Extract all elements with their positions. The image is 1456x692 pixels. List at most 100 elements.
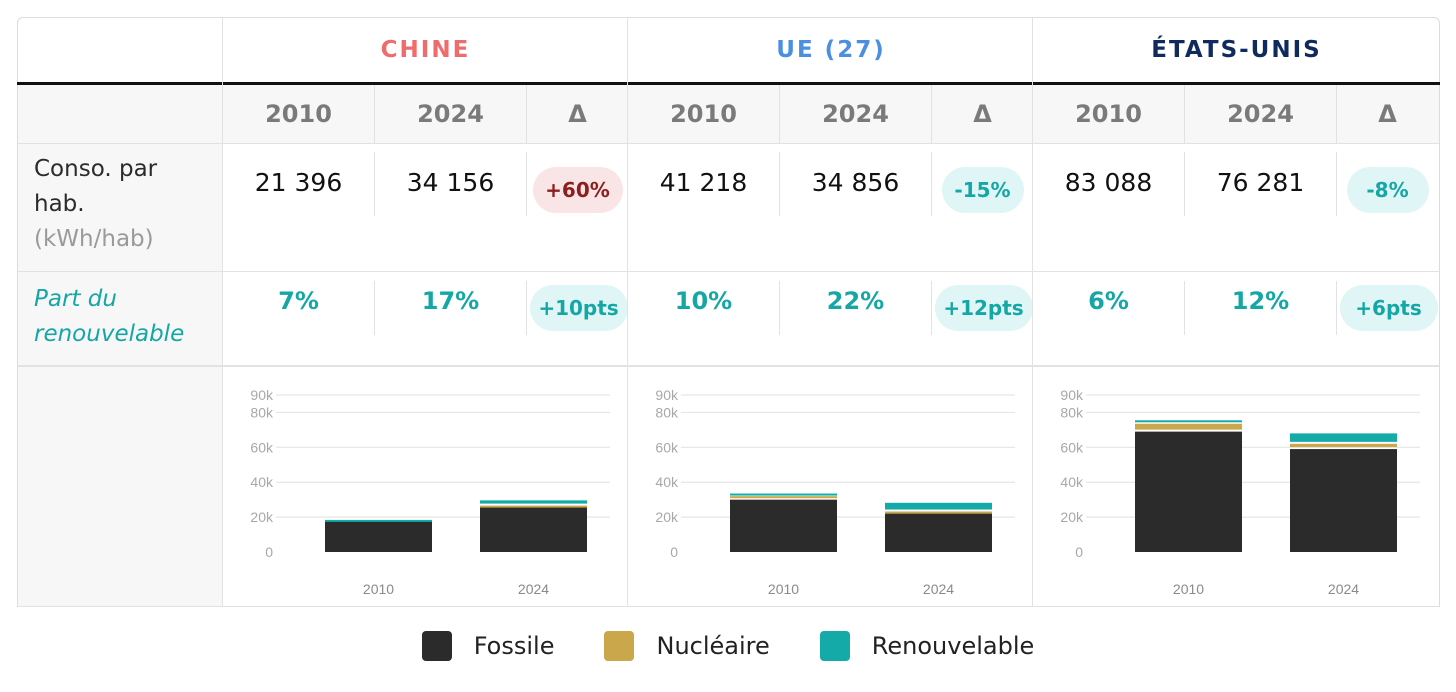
divider (1184, 281, 1185, 335)
x-tick-label: 2010 (1173, 581, 1204, 597)
divider (779, 85, 780, 143)
conso-delta-badge: -15% (941, 167, 1024, 213)
region-header-usa: ÉTATS-UNIS (1034, 18, 1439, 82)
y-tick-label: 20k (655, 509, 679, 525)
divider (627, 18, 628, 607)
bar-segment-nucléaire (730, 496, 837, 499)
legend-label: Nucléaire (656, 632, 770, 660)
part-value: 22% (826, 287, 885, 315)
conso-value: 41 218 (659, 167, 748, 197)
region-name: ÉTATS-UNIS (1151, 37, 1322, 63)
year-row (18, 85, 1439, 143)
divider (18, 143, 1439, 144)
bar-segment-fossile (885, 513, 992, 552)
region-header-ue: UE (27) (629, 18, 1033, 82)
y-tick-label: 90k (250, 387, 274, 403)
bar-segment-fossile (1290, 449, 1397, 552)
y-tick-label: 90k (1060, 387, 1084, 403)
divider (931, 281, 932, 335)
x-tick-label: 2010 (768, 581, 799, 597)
y-tick-label: 60k (1060, 439, 1084, 455)
year-header: Δ (1378, 100, 1397, 128)
divider (931, 152, 932, 216)
divider (222, 18, 223, 607)
y-tick-label: 40k (655, 474, 679, 490)
region-name: UE (27) (776, 37, 886, 63)
part-delta-badge: +6pts (1339, 285, 1438, 331)
bar-segment-fossile (480, 506, 587, 552)
divider (526, 85, 527, 143)
x-tick-label: 2024 (923, 581, 954, 597)
year-header: 2024 (417, 100, 484, 128)
divider (1336, 152, 1337, 216)
y-tick-label: 20k (1060, 509, 1084, 525)
y-tick-label: 20k (250, 509, 274, 525)
part-value: 17% (421, 287, 480, 315)
region-name: CHINE (380, 37, 471, 63)
conso-unit: (kWh/hab) (34, 226, 154, 252)
year-header: 2010 (670, 100, 737, 128)
legend-item-renouvelable: Renouvelable (819, 631, 1035, 661)
bar-segment-renouvelable (885, 502, 992, 510)
divider (18, 365, 1439, 367)
conso-delta-badge: +60% (532, 167, 623, 213)
y-tick-label: 0 (1075, 544, 1083, 560)
bar-segment-fossile (325, 520, 432, 552)
bar-segment-renouvelable (1290, 433, 1397, 442)
part-label-line1: Part du (34, 286, 117, 312)
y-tick-label: 60k (250, 439, 274, 455)
conso-value: 34 856 (811, 167, 900, 197)
divider (931, 85, 932, 143)
conso-value: 21 396 (254, 167, 343, 197)
conso-value: 76 281 (1216, 167, 1305, 197)
y-tick-label: 90k (655, 387, 679, 403)
part-delta-badge: +12pts (934, 285, 1033, 331)
y-tick-label: 60k (655, 439, 679, 455)
divider (374, 152, 375, 216)
conso-label-line2: hab. (34, 191, 85, 217)
x-tick-label: 2024 (1328, 581, 1359, 597)
bar-segment-renouvelable (480, 500, 587, 504)
divider (374, 281, 375, 335)
bar-segment-renouvelable (325, 519, 432, 522)
part-value: 7% (278, 287, 319, 315)
x-tick-label: 2010 (363, 581, 394, 597)
bar-segment-nucléaire (1135, 423, 1242, 430)
divider (18, 606, 1439, 607)
part-label-line2: renouvelable (34, 321, 185, 347)
conso-delta-badge: -8% (1346, 167, 1429, 213)
bar-segment-renouvelable (1135, 420, 1242, 423)
bar-segment-fossile (1135, 431, 1242, 552)
bar-segment-renouvelable (730, 493, 837, 496)
y-tick-label: 40k (1060, 474, 1084, 490)
y-tick-label: 80k (1060, 404, 1084, 420)
bar-segment-fossile (730, 499, 837, 552)
y-tick-label: 80k (655, 404, 679, 420)
y-tick-label: 0 (670, 544, 678, 560)
legend-swatch (819, 631, 850, 661)
part-value: 6% (1088, 287, 1129, 315)
divider (374, 85, 375, 143)
divider (1336, 85, 1337, 143)
divider (526, 152, 527, 216)
divider (1184, 152, 1185, 216)
year-header: 2010 (1075, 100, 1142, 128)
conso-value: 34 156 (406, 167, 495, 197)
divider (779, 281, 780, 335)
divider (1336, 281, 1337, 335)
conso-label-line1: Conso. par (34, 156, 158, 182)
conso-row-label: Conso. par hab. (kWh/hab) (34, 152, 157, 257)
year-header: 2010 (265, 100, 332, 128)
year-header: Δ (973, 100, 992, 128)
conso-value: 83 088 (1064, 167, 1153, 197)
divider (18, 271, 1439, 272)
part-row-label: Part du renouvelable (34, 282, 184, 352)
divider (779, 152, 780, 216)
legend-swatch (604, 631, 635, 661)
bar-segment-nucléaire (1290, 443, 1397, 448)
legend-label: Renouvelable (871, 632, 1035, 660)
part-delta-badge: +10pts (529, 285, 628, 331)
legend-item-nucleaire: Nucléaire (604, 631, 770, 661)
divider (1184, 85, 1185, 143)
